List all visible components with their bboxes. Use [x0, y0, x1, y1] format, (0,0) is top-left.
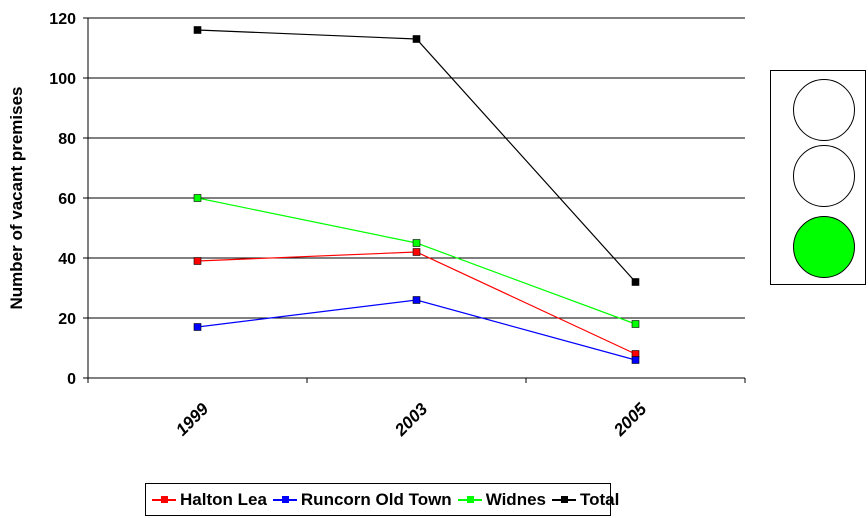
- legend-swatch: [152, 493, 176, 507]
- y-tick-label: 60: [58, 191, 76, 208]
- x-tick-label: 1999: [172, 399, 213, 440]
- series-total: [193, 26, 640, 286]
- y-tick-label: 0: [67, 371, 76, 388]
- series-group: [193, 26, 640, 364]
- legend-label: Widnes: [485, 489, 546, 509]
- legend-swatch-marker: [466, 495, 474, 503]
- series-line-widnes: [197, 197, 636, 325]
- legend-swatch-marker: [560, 495, 568, 503]
- legend-swatch: [457, 493, 482, 507]
- y-tick-label: 20: [58, 311, 76, 328]
- legend-item: Runcorn Old Town: [272, 489, 452, 510]
- series-widnes: [193, 194, 640, 328]
- data-point-halton-lea: [412, 248, 421, 256]
- series-line-runcorn-old-town: [197, 299, 636, 361]
- y-tick-label: 100: [49, 71, 76, 88]
- x-tick-label: 2005: [609, 399, 650, 440]
- data-point-runcorn-old-town: [193, 323, 202, 331]
- data-point-runcorn-old-town: [631, 356, 640, 364]
- legend-swatch: [551, 493, 576, 507]
- y-tick-label: 120: [49, 11, 76, 28]
- traffic-light-lamp-middle: [793, 145, 855, 207]
- legend-swatch-marker: [281, 495, 289, 503]
- legend: Halton Lea Runcorn Old Town Widnes Total: [145, 483, 619, 516]
- traffic-light-lamp-top: [793, 79, 855, 141]
- y-axis-ticks: 0 20 40 60 80 100 120: [49, 11, 88, 388]
- legend-item: Halton Lea: [152, 490, 267, 510]
- data-point-total: [412, 35, 421, 43]
- y-axis-label: Number of vacant premises: [7, 87, 26, 310]
- data-point-total: [631, 278, 640, 286]
- legend-swatch: [272, 493, 297, 507]
- traffic-light-lamp-bottom: [793, 216, 855, 278]
- y-tick-label: 80: [58, 131, 76, 148]
- x-tick-label: 2003: [390, 399, 431, 440]
- data-point-widnes: [631, 320, 640, 328]
- series-halton-lea: [193, 248, 640, 358]
- data-point-total: [193, 26, 202, 34]
- data-point-widnes: [412, 239, 421, 247]
- data-point-halton-lea: [193, 257, 202, 265]
- legend-item: Widnes: [457, 489, 546, 510]
- legend-label: Runcorn Old Town: [300, 489, 452, 509]
- traffic-light-indicator: [770, 70, 866, 285]
- gridlines: [88, 17, 745, 319]
- x-axis-ticks: 1999 2003 2005: [87, 378, 746, 440]
- y-tick-label: 40: [58, 251, 76, 268]
- legend-label: Total: [579, 489, 620, 509]
- series-runcorn-old-town: [193, 296, 640, 364]
- legend-swatch-marker: [161, 495, 168, 503]
- legend-item: Total: [551, 489, 620, 510]
- legend-label: Halton Lea: [180, 489, 267, 509]
- data-point-widnes: [193, 194, 202, 202]
- data-point-runcorn-old-town: [412, 296, 421, 304]
